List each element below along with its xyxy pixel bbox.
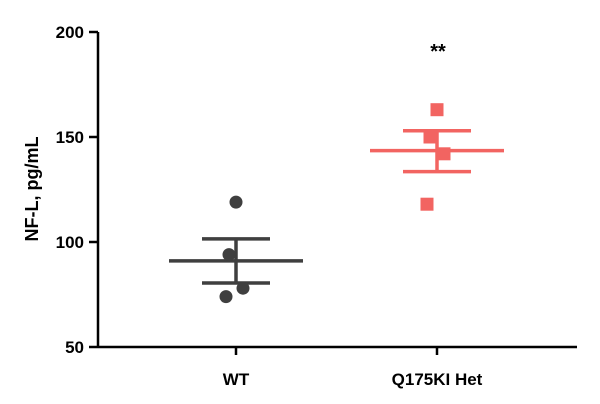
y-tick-label: 200 [56,23,84,42]
data-point-circle [219,290,233,304]
x-axis-labels: WT Q175KI Het [223,347,483,389]
y-tick-label: 100 [56,233,84,252]
y-axis-ticks: 50 100 150 200 [56,23,98,357]
data-marks: ** [169,41,504,304]
data-point-circle [236,281,250,295]
x-tick-label: Q175KI Het [392,370,483,389]
data-point-square [430,103,444,117]
data-point-square [423,130,437,144]
data-point-circle [222,248,236,262]
y-axis-title: NF-L, pg/mL [22,137,42,242]
data-point-circle [229,195,243,209]
data-point-square [437,147,451,161]
y-tick-label: 50 [65,338,84,357]
data-point-square [420,197,434,211]
y-tick-label: 150 [56,128,84,147]
x-tick-label: WT [223,370,250,389]
significance-annotation: ** [430,41,446,63]
